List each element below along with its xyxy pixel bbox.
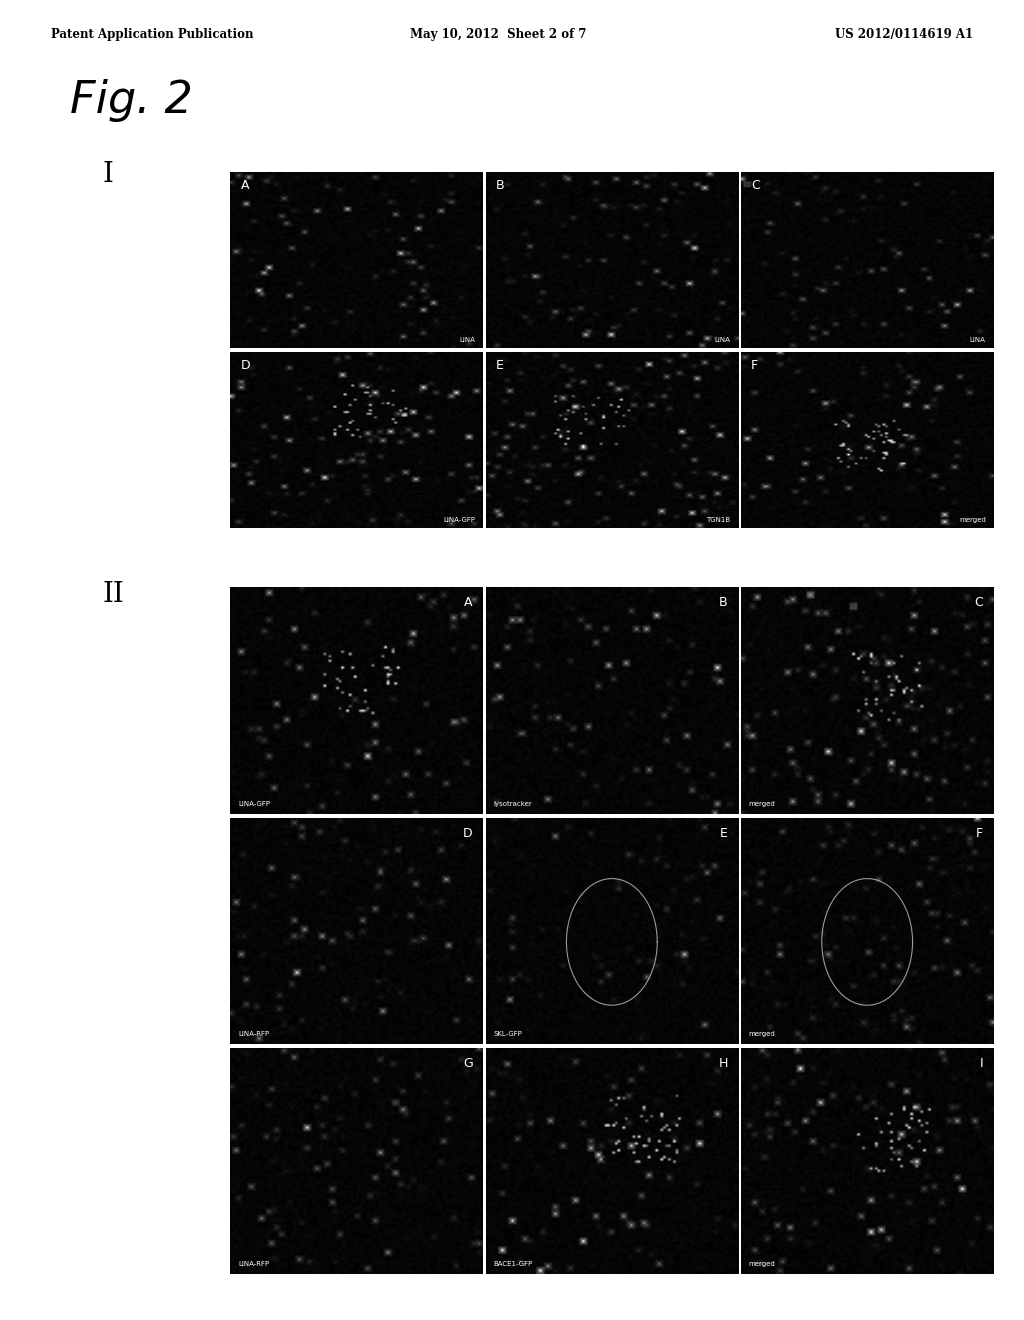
Text: C: C [752,178,760,191]
Text: merged: merged [958,516,986,523]
Text: TGN1B: TGN1B [707,516,730,523]
Text: D: D [241,359,250,372]
Text: I: I [980,1057,983,1069]
Text: LINA-GFP: LINA-GFP [443,516,475,523]
Text: G: G [463,1057,472,1069]
Text: Fig. 2: Fig. 2 [70,79,193,123]
Text: A: A [241,178,249,191]
Text: merged: merged [749,1261,775,1267]
Text: LINA-RFP: LINA-RFP [238,1261,269,1267]
Text: SKL-GFP: SKL-GFP [494,1031,522,1038]
Text: lysotracker: lysotracker [494,801,532,807]
Text: B: B [496,178,505,191]
Text: H: H [719,1057,728,1069]
Text: E: E [720,826,728,840]
Text: II: II [102,581,124,607]
Text: LINA-RFP: LINA-RFP [238,1031,269,1038]
Text: LINA: LINA [970,337,986,342]
Text: A: A [464,597,472,610]
Text: E: E [496,359,504,372]
Text: merged: merged [749,1031,775,1038]
Text: I: I [102,161,114,187]
Text: C: C [975,597,983,610]
Text: F: F [976,826,983,840]
Text: May 10, 2012  Sheet 2 of 7: May 10, 2012 Sheet 2 of 7 [410,28,586,41]
Text: LINA-GFP: LINA-GFP [238,801,270,807]
Text: LINA: LINA [459,337,475,342]
Text: US 2012/0114619 A1: US 2012/0114619 A1 [835,28,973,41]
Text: Patent Application Publication: Patent Application Publication [51,28,254,41]
Text: BACE1-GFP: BACE1-GFP [494,1261,532,1267]
Text: F: F [752,359,758,372]
Text: B: B [719,597,728,610]
Text: LINA: LINA [715,337,730,342]
Text: merged: merged [749,801,775,807]
Text: D: D [463,826,472,840]
